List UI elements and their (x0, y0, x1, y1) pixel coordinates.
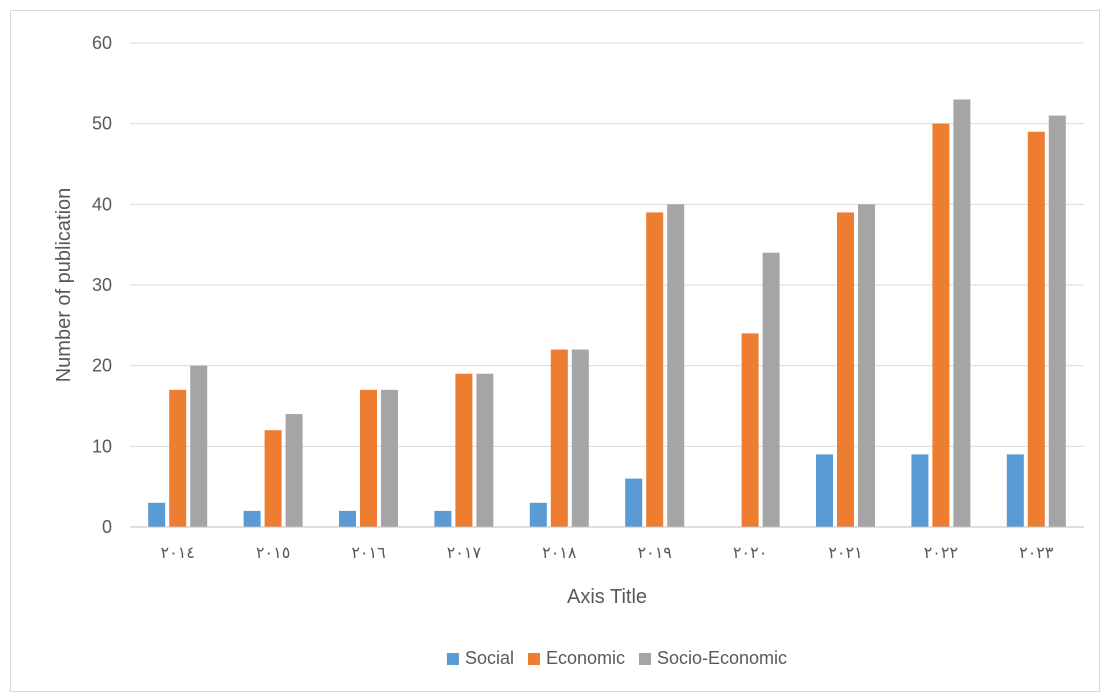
legend-swatch (527, 653, 540, 665)
legend-item: Socio-Economic (639, 648, 787, 668)
x-tick-label: ٢٠٢٣ (1019, 543, 1054, 562)
bar-social (148, 502, 166, 527)
legend-swatch (446, 653, 459, 665)
legend-swatch (639, 653, 651, 665)
bar-social (339, 510, 356, 527)
bar-economic (360, 389, 377, 527)
bar-social (911, 454, 929, 527)
y-tick-label: 40 (92, 194, 112, 214)
bar-socio-economic (667, 204, 685, 528)
legend-item: Social (446, 648, 514, 668)
y-tick-label: 0 (102, 517, 112, 537)
bar-economic (550, 349, 568, 527)
bar-socio-economic (762, 252, 780, 527)
x-tick-label: ٢٠٢٢ (924, 543, 958, 562)
y-tick-label: 60 (92, 33, 112, 53)
y-tick-label: 20 (92, 356, 112, 376)
bar-economic (1027, 131, 1045, 527)
legend-label: Economic (546, 648, 625, 668)
bar-socio-economic (190, 365, 208, 527)
x-tick-label: ٢٠١٥ (256, 543, 290, 562)
bar-socio-economic (285, 414, 303, 527)
x-tick-label: ٢٠١٦ (351, 543, 385, 562)
bar-socio-economic (1048, 115, 1066, 527)
bar-economic (741, 333, 759, 527)
bar-economic (455, 373, 473, 527)
legend-label: Social (465, 648, 514, 668)
bar-socio-economic (571, 349, 589, 527)
bar-economic (646, 212, 664, 527)
x-axis-title: Axis Title (567, 586, 647, 608)
x-tick-label: ٢٠١٤ (161, 543, 195, 562)
bar-socio-economic (476, 373, 494, 527)
legend-item: Economic (527, 648, 625, 668)
y-axis-title: Number of publication (53, 188, 75, 383)
bar-socio-economic (953, 99, 971, 527)
x-axis-ticks: ٢٠١٤ ٢٠١٥ ٢٠١٦ ٢٠١٧ ٢٠١٨ ٢٠١٩ ٢٠٢٠ ٢٠٢١ ٢٠٢٢ ٢٠٢٣ (161, 543, 1054, 562)
bar-socio-economic (381, 389, 398, 527)
bar-socio-economic (858, 204, 875, 528)
y-tick-label: 50 (92, 114, 112, 134)
bar-economic (837, 212, 854, 527)
x-tick-label: ٢٠١٨ (542, 543, 577, 562)
x-tick-label: ٢٠١٧ (447, 543, 482, 562)
x-tick-label: ٢٠٢١ (828, 543, 862, 562)
bar-economic (169, 389, 187, 527)
legend-label: Socio-Economic (657, 648, 787, 668)
legend: Social Economic Socio-Economic (446, 648, 787, 668)
bar-economic (932, 123, 950, 528)
bar-social (816, 454, 833, 527)
bar-social (1006, 454, 1024, 527)
y-tick-label: 30 (92, 275, 112, 295)
bar-social (243, 510, 261, 527)
x-tick-label: ٢٠١٩ (638, 543, 672, 562)
bar-social (625, 478, 643, 527)
bar-social (434, 510, 452, 527)
bars (148, 99, 1066, 528)
y-tick-label: 10 (92, 436, 112, 456)
bar-social (529, 502, 547, 527)
y-axis-ticks: 0 10 20 30 40 50 60 (92, 33, 112, 537)
x-tick-label: ٢٠٢٠ (733, 543, 767, 562)
bar-economic (264, 430, 282, 527)
